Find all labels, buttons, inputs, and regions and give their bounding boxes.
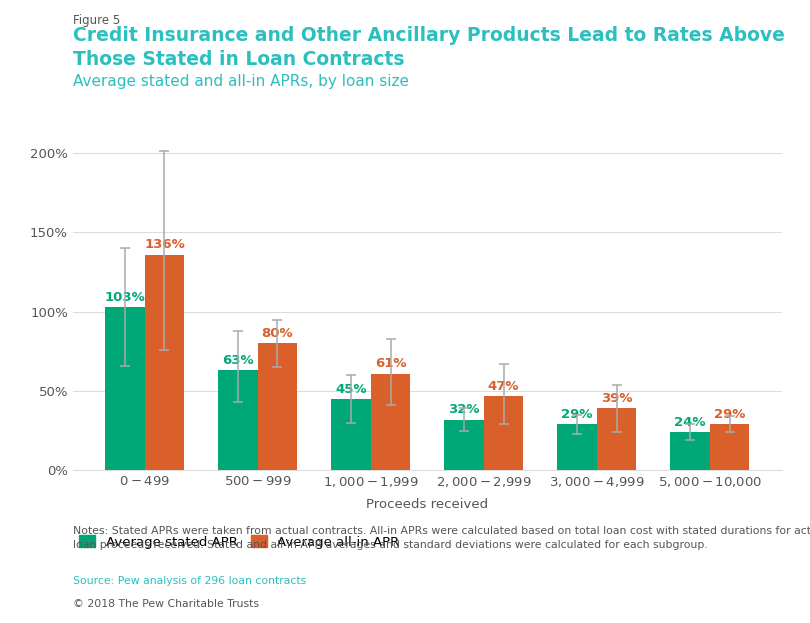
Text: Credit Insurance and Other Ancillary Products Lead to Rates Above: Credit Insurance and Other Ancillary Pro… — [73, 26, 785, 45]
Text: 29%: 29% — [714, 408, 745, 421]
Text: Source: Pew analysis of 296 loan contracts: Source: Pew analysis of 296 loan contrac… — [73, 576, 306, 586]
Text: 32%: 32% — [448, 404, 480, 416]
Bar — [597, 409, 637, 470]
Bar — [557, 424, 597, 470]
Text: 39%: 39% — [601, 392, 633, 406]
Text: Notes: Stated APRs were taken from actual contracts. All-in APRs were calculated: Notes: Stated APRs were taken from actua… — [73, 526, 810, 549]
Text: 29%: 29% — [561, 408, 593, 421]
Bar — [331, 399, 371, 470]
Bar — [671, 432, 710, 470]
Bar — [145, 255, 184, 470]
Bar — [371, 374, 411, 470]
Text: 80%: 80% — [262, 327, 293, 340]
Text: 103%: 103% — [104, 291, 145, 303]
Bar — [105, 307, 145, 470]
Bar — [218, 370, 258, 470]
Bar — [258, 343, 297, 470]
Text: Average stated and all-in APRs, by loan size: Average stated and all-in APRs, by loan … — [73, 74, 409, 88]
Bar — [484, 396, 523, 470]
Bar — [710, 424, 749, 470]
Text: Those Stated in Loan Contracts: Those Stated in Loan Contracts — [73, 50, 404, 69]
Text: © 2018 The Pew Charitable Trusts: © 2018 The Pew Charitable Trusts — [73, 599, 259, 609]
Legend: Average stated APR, Average all-in APR: Average stated APR, Average all-in APR — [79, 535, 399, 549]
Bar — [444, 419, 484, 470]
Text: Figure 5: Figure 5 — [73, 14, 120, 27]
X-axis label: Proceeds received: Proceeds received — [366, 498, 488, 511]
Text: 45%: 45% — [335, 383, 367, 396]
Text: 136%: 136% — [144, 239, 185, 251]
Text: 63%: 63% — [222, 354, 254, 367]
Text: 47%: 47% — [488, 379, 519, 392]
Text: 61%: 61% — [375, 358, 407, 370]
Text: 24%: 24% — [675, 416, 706, 429]
